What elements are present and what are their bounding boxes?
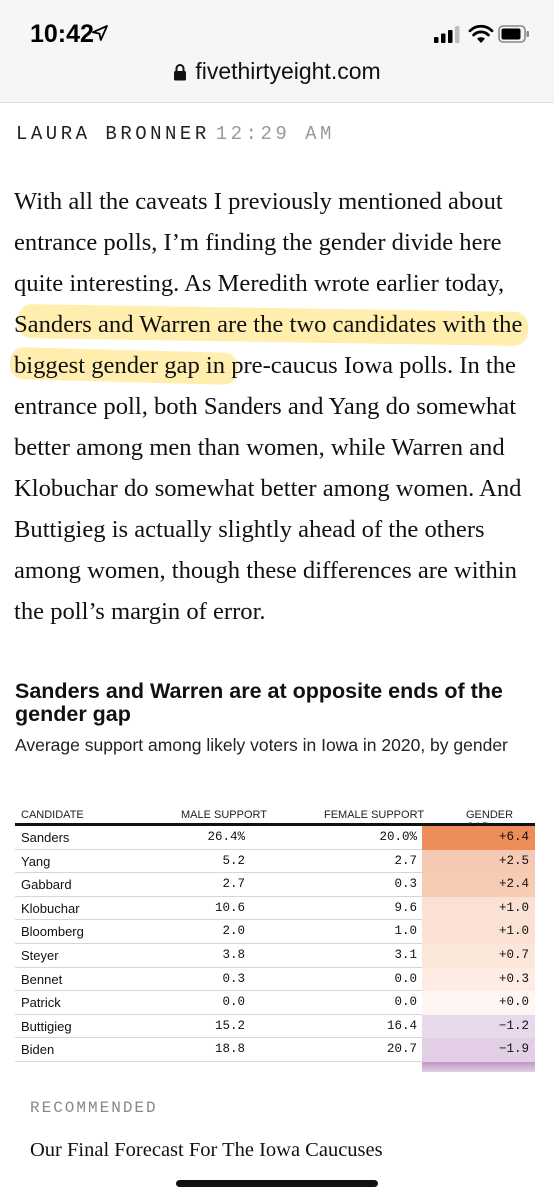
table-body: Sanders 26.4% 20.0% +6.4 Yang 5.2 2.7 +2.5 Gabba… <box>15 826 535 1072</box>
gender-gap-cell: +1.0 <box>422 920 535 944</box>
table-row: Bennet 0.3 0.0 +0.3 <box>15 967 535 992</box>
female-support-cell: 16.4 <box>386 1018 417 1033</box>
column-header-candidate: CANDIDATE <box>21 809 84 821</box>
candidate-cell: Klobuchar <box>21 900 80 916</box>
table-row: Gabbard 2.7 0.3 +2.4 <box>15 873 535 897</box>
candidate-cell: Buttigieg <box>21 1018 72 1034</box>
candidate-cell: Bennet <box>21 971 63 987</box>
gender-gap-cell: −1.9 <box>422 1038 535 1062</box>
gender-gap-cell: +6.4 <box>422 826 535 850</box>
table-row: Patrick 0.0 0.0 +0.0 <box>15 991 535 1015</box>
candidate-cell: Yang <box>21 853 51 869</box>
female-support-cell: 2.7 <box>394 853 417 868</box>
gender-gap-cell: +2.5 <box>422 849 535 874</box>
female-support-cell: 0.0 <box>394 971 417 986</box>
male-support-cell: 2.7 <box>222 877 245 892</box>
gender-gap-cell: +2.4 <box>422 873 535 897</box>
wifi-icon <box>468 24 494 43</box>
table-row: Bloomberg 2.0 1.0 +1.0 <box>15 920 535 944</box>
candidate-cell: Steyer <box>21 947 59 963</box>
gender-gap-cell: +0.7 <box>422 943 535 968</box>
table-row: Biden 18.8 20.7 −1.9 <box>15 1038 535 1062</box>
male-support-cell: 5.2 <box>222 853 245 868</box>
female-support-cell: 20.0% <box>379 830 417 844</box>
column-header-male-support: MALE SUPPORT <box>181 809 267 821</box>
male-support-cell: 10.6 <box>214 900 245 915</box>
battery-icon <box>498 25 529 43</box>
male-support-cell: 0.0 <box>222 995 245 1010</box>
gender-gap-cell: +0.0 <box>422 991 535 1015</box>
table-row: Klobuchar 10.6 9.6 +1.0 <box>15 896 535 921</box>
cellular-signal-icon <box>434 26 460 43</box>
female-support-cell: 1.0 <box>394 924 417 939</box>
author-name[interactable]: LAURA BRONNER <box>16 123 210 145</box>
female-support-cell: 20.7 <box>386 1042 417 1057</box>
browser-chrome: 10:42 fivethirtyeight.com <box>0 0 554 103</box>
female-support-cell: 0.0 <box>394 995 417 1010</box>
table-row: Sanders 26.4% 20.0% +6.4 <box>15 826 535 850</box>
table-row: Buttigieg 15.2 16.4 −1.2 <box>15 1014 535 1039</box>
female-support-cell: 0.3 <box>394 877 417 892</box>
chart-subtitle: Average support among likely voters in I… <box>15 735 508 755</box>
gender-gap-cell: +1.0 <box>422 896 535 921</box>
recommended-link[interactable]: Our Final Forecast For The Iowa Caucuses <box>30 1139 383 1161</box>
url-text: fivethirtyeight.com <box>195 58 381 84</box>
male-support-cell: 15.2 <box>214 1018 245 1033</box>
male-support-cell: 18.8 <box>214 1042 245 1057</box>
recommended-label: RECOMMENDED <box>30 1099 158 1117</box>
female-support-cell: 3.1 <box>394 947 417 962</box>
table-header: CANDIDATE MALE SUPPORT FEMALE SUPPORT GE… <box>15 804 535 833</box>
table-row: Yang 5.2 2.7 +2.5 <box>15 849 535 874</box>
lock-icon <box>174 64 187 81</box>
male-support-cell: 3.8 <box>222 947 245 962</box>
male-support-cell: 2.0 <box>222 924 245 939</box>
female-support-cell: 9.6 <box>394 900 417 915</box>
post-byline: LAURA BRONNER 12:29 AM <box>16 123 335 145</box>
column-header-female-support: FEMALE SUPPORT <box>324 809 425 821</box>
url-bar[interactable]: fivethirtyeight.com <box>0 58 554 85</box>
location-arrow-icon <box>92 25 108 41</box>
gender-gap-cell: +0.3 <box>422 967 535 992</box>
male-support-cell: 26.4% <box>207 830 245 844</box>
candidate-cell: Gabbard <box>21 877 72 893</box>
post-paragraph: With all the caveats I previously mentio… <box>14 188 523 625</box>
candidate-cell: Sanders <box>21 830 70 845</box>
male-support-cell: 0.3 <box>222 971 245 986</box>
table-fade <box>0 1060 554 1080</box>
post-time: 12:29 AM <box>215 123 335 145</box>
candidate-cell: Patrick <box>21 995 61 1011</box>
gender-gap-table: CANDIDATE MALE SUPPORT FEMALE SUPPORT GE… <box>15 804 535 1072</box>
status-time: 10:42 <box>30 20 94 48</box>
home-indicator[interactable] <box>176 1180 378 1187</box>
gender-gap-cell: −1.2 <box>422 1014 535 1039</box>
candidate-cell: Bloomberg <box>21 924 84 940</box>
table-row: Steyer 3.8 3.1 +0.7 <box>15 943 535 968</box>
chart-title: Sanders and Warren are at opposite ends … <box>15 679 503 726</box>
candidate-cell: Biden <box>21 1042 55 1058</box>
